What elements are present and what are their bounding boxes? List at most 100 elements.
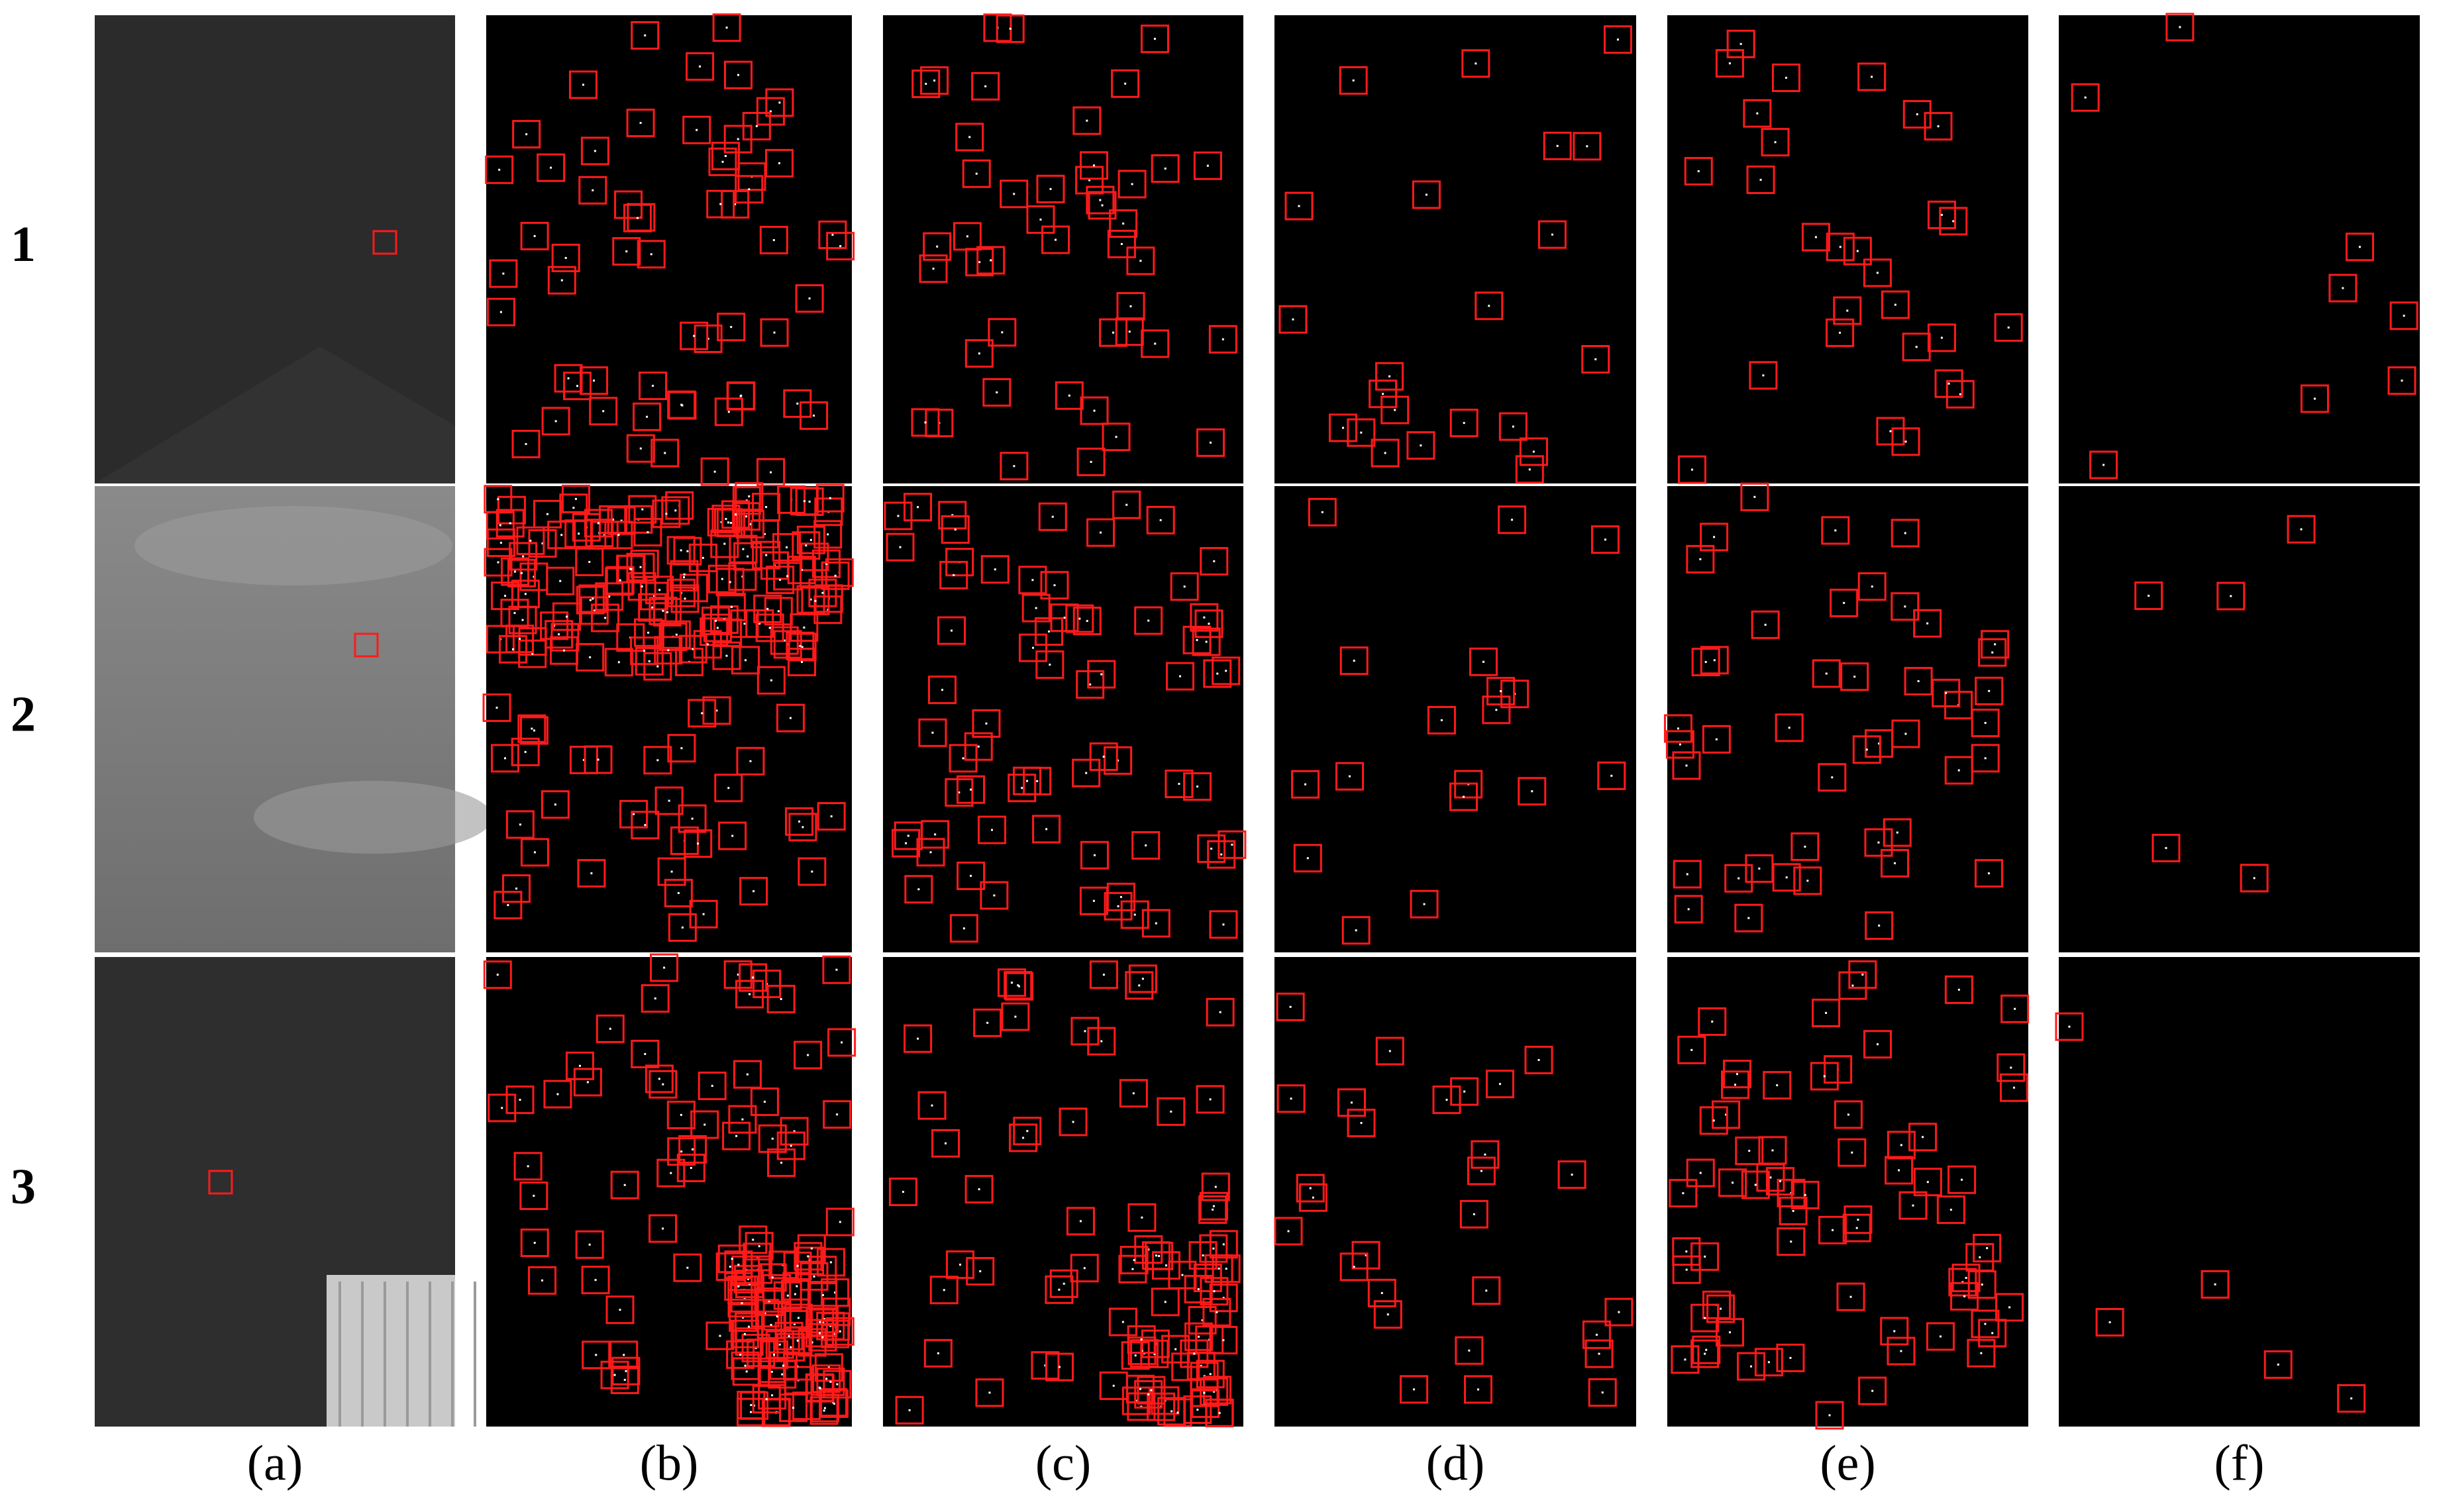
detection-box	[2089, 450, 2118, 479]
target-dot	[612, 518, 615, 521]
detection-box	[491, 744, 520, 773]
detection-box	[1308, 497, 1337, 527]
detection-box	[484, 548, 513, 577]
detection-box	[2328, 274, 2358, 303]
target-dot	[2403, 315, 2405, 317]
detection-box	[715, 1252, 745, 1282]
target-dot	[993, 894, 996, 897]
detection-box	[1013, 1117, 1042, 1146]
detection-box	[1284, 191, 1314, 221]
panel	[95, 957, 521, 1427]
detection-box	[711, 142, 740, 171]
detection-box	[1472, 1276, 1501, 1305]
detection-box	[1337, 1088, 1367, 1117]
target-dot	[1147, 1393, 1150, 1395]
detection-box	[1066, 1207, 1095, 1236]
target-dot	[1425, 193, 1427, 196]
target-dot	[941, 689, 944, 691]
detection-box	[635, 646, 664, 676]
target-dot	[737, 1285, 740, 1287]
detection-box	[752, 1385, 781, 1414]
detection-box	[988, 318, 1017, 347]
target-dot	[594, 150, 596, 152]
detection-box	[1904, 667, 1933, 696]
detection-box	[726, 1340, 755, 1369]
detection-box	[1146, 505, 1175, 534]
target-dot	[1165, 1264, 1167, 1267]
detection-box	[1995, 1293, 2024, 1322]
detection-box	[1686, 544, 1715, 574]
detection-box	[917, 1091, 947, 1120]
detection-box	[568, 70, 597, 99]
target-dot	[701, 712, 703, 715]
detection-box	[1672, 751, 1701, 780]
detection-box	[1663, 714, 1692, 743]
detection-box	[997, 968, 1026, 997]
target-dot	[602, 410, 605, 413]
detection-box	[723, 960, 752, 989]
detection-box	[1848, 960, 1877, 989]
target-dot	[499, 524, 501, 527]
target-dot	[531, 652, 534, 655]
detection-box	[805, 1319, 834, 1348]
target-dot	[563, 649, 566, 652]
target-dot	[511, 648, 514, 650]
detection-box	[486, 297, 515, 327]
target-dot	[2313, 397, 2316, 400]
detection-box	[1203, 659, 1232, 688]
detection-box	[718, 821, 747, 850]
target-dot	[748, 188, 751, 191]
target-dot	[789, 717, 792, 719]
detection-box	[1040, 571, 1069, 600]
target-dot	[771, 1394, 774, 1397]
target-dot	[807, 1255, 809, 1258]
detection-box	[2389, 301, 2418, 330]
detection-box	[717, 593, 746, 622]
detection-box	[1537, 220, 1567, 249]
target-dot	[654, 997, 656, 1000]
target-dot	[1058, 1288, 1061, 1291]
target-dot	[1178, 783, 1180, 785]
target-dot	[641, 585, 643, 587]
detection-box	[1199, 1191, 1228, 1221]
target-dot	[954, 529, 957, 531]
target-dot	[1806, 880, 1809, 882]
detection-box	[1412, 180, 1441, 209]
target-dot	[1480, 1170, 1482, 1172]
target-dot	[962, 927, 965, 930]
target-dot	[1089, 683, 1092, 686]
detection-box	[1777, 1227, 1806, 1256]
labels: 1 2 3 (a) (b) (c) (d) (e) (f)	[11, 217, 2264, 1491]
detection-box	[1876, 417, 1905, 446]
target-dot	[662, 1227, 664, 1230]
detection-box	[1881, 848, 1910, 878]
detection-box	[678, 634, 707, 664]
target-dot	[697, 842, 700, 845]
panel	[2059, 13, 2420, 483]
target-dot	[625, 1370, 627, 1372]
target-dot	[2012, 1086, 2015, 1089]
detection-box	[1967, 1270, 1996, 1299]
detection-box	[1449, 409, 1478, 438]
detection-box	[495, 509, 525, 538]
target-dot	[986, 1021, 989, 1024]
detection-box	[581, 1266, 610, 1295]
target-dot	[731, 1258, 733, 1260]
detection-box	[634, 618, 663, 647]
target-dot	[498, 168, 501, 171]
detection-box	[1049, 1269, 1078, 1298]
target-dot	[1926, 1181, 1929, 1184]
detection-box	[1072, 106, 1102, 135]
detection-box	[483, 960, 512, 989]
detection-box	[610, 1170, 639, 1199]
detection-box	[754, 1287, 784, 1317]
detection-box	[1737, 1352, 1766, 1381]
target-dot	[662, 1083, 664, 1085]
target-dot	[1170, 1110, 1172, 1113]
target-dot	[1616, 38, 1619, 41]
panel	[883, 486, 1247, 952]
detection-box	[639, 372, 668, 401]
target-dot	[1388, 1050, 1391, 1052]
target-dot	[554, 803, 556, 806]
target-dot	[1231, 843, 1233, 846]
